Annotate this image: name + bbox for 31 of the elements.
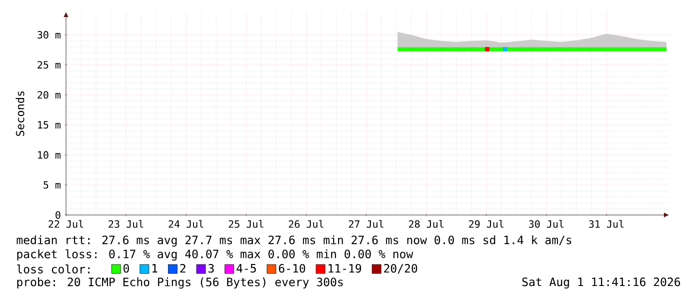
x-tick-label: 26 Jul: [288, 220, 324, 228]
x-tick-label: 29 Jul: [469, 220, 504, 228]
x-tick-label: 30 Jul: [529, 220, 564, 228]
y-axis-title: Seconds: [16, 91, 24, 136]
x-tick-label: 31 Jul: [589, 220, 624, 228]
legend-label: 4-5: [236, 264, 256, 273]
legend-label: 11-19: [328, 264, 362, 273]
x-tick-label: 27 Jul: [348, 220, 384, 228]
legend-label: 1: [152, 264, 158, 272]
text: packet loss: 0.17 % avg 40.07 % max 0.00 % min 0.00 % now: [17, 249, 414, 261]
text: probe: 20 ICMP Echo Pings (56 Bytes) every 300s: [17, 277, 343, 289]
legend-label: 2: [180, 264, 186, 273]
legend-label: 3: [208, 264, 214, 273]
x-tick-label: 22 Jul: [48, 220, 84, 228]
y-tick-label: 5 m: [44, 181, 61, 189]
x-tick-label: 28 Jul: [408, 220, 444, 228]
x-tick-label: 24 Jul: [168, 220, 204, 228]
y-tick-label: 20 m: [38, 91, 61, 99]
legend-label: 6-10: [278, 264, 306, 273]
x-tick-label: 25 Jul: [228, 220, 264, 228]
legend-label: 0: [124, 264, 129, 273]
y-tick-label: 25 m: [38, 61, 61, 69]
y-tick-label: 0: [56, 211, 60, 219]
text: median rtt: 27.6 ms avg 27.7 ms max 27.6 ms min 27.6 ms now 0.0 ms sd 1.4 k am/s: [16, 235, 572, 247]
legend-label: 20/20: [384, 264, 418, 274]
text: Sat Aug 1 11:41:16 2026: [522, 278, 680, 288]
y-tick-label: 15 m: [38, 121, 61, 129]
legend-title: loss color:: [17, 264, 90, 274]
x-tick-label: 23 Jul: [108, 220, 144, 228]
y-tick-label: 30 m: [38, 31, 61, 39]
y-tick-label: 10 m: [38, 151, 61, 159]
